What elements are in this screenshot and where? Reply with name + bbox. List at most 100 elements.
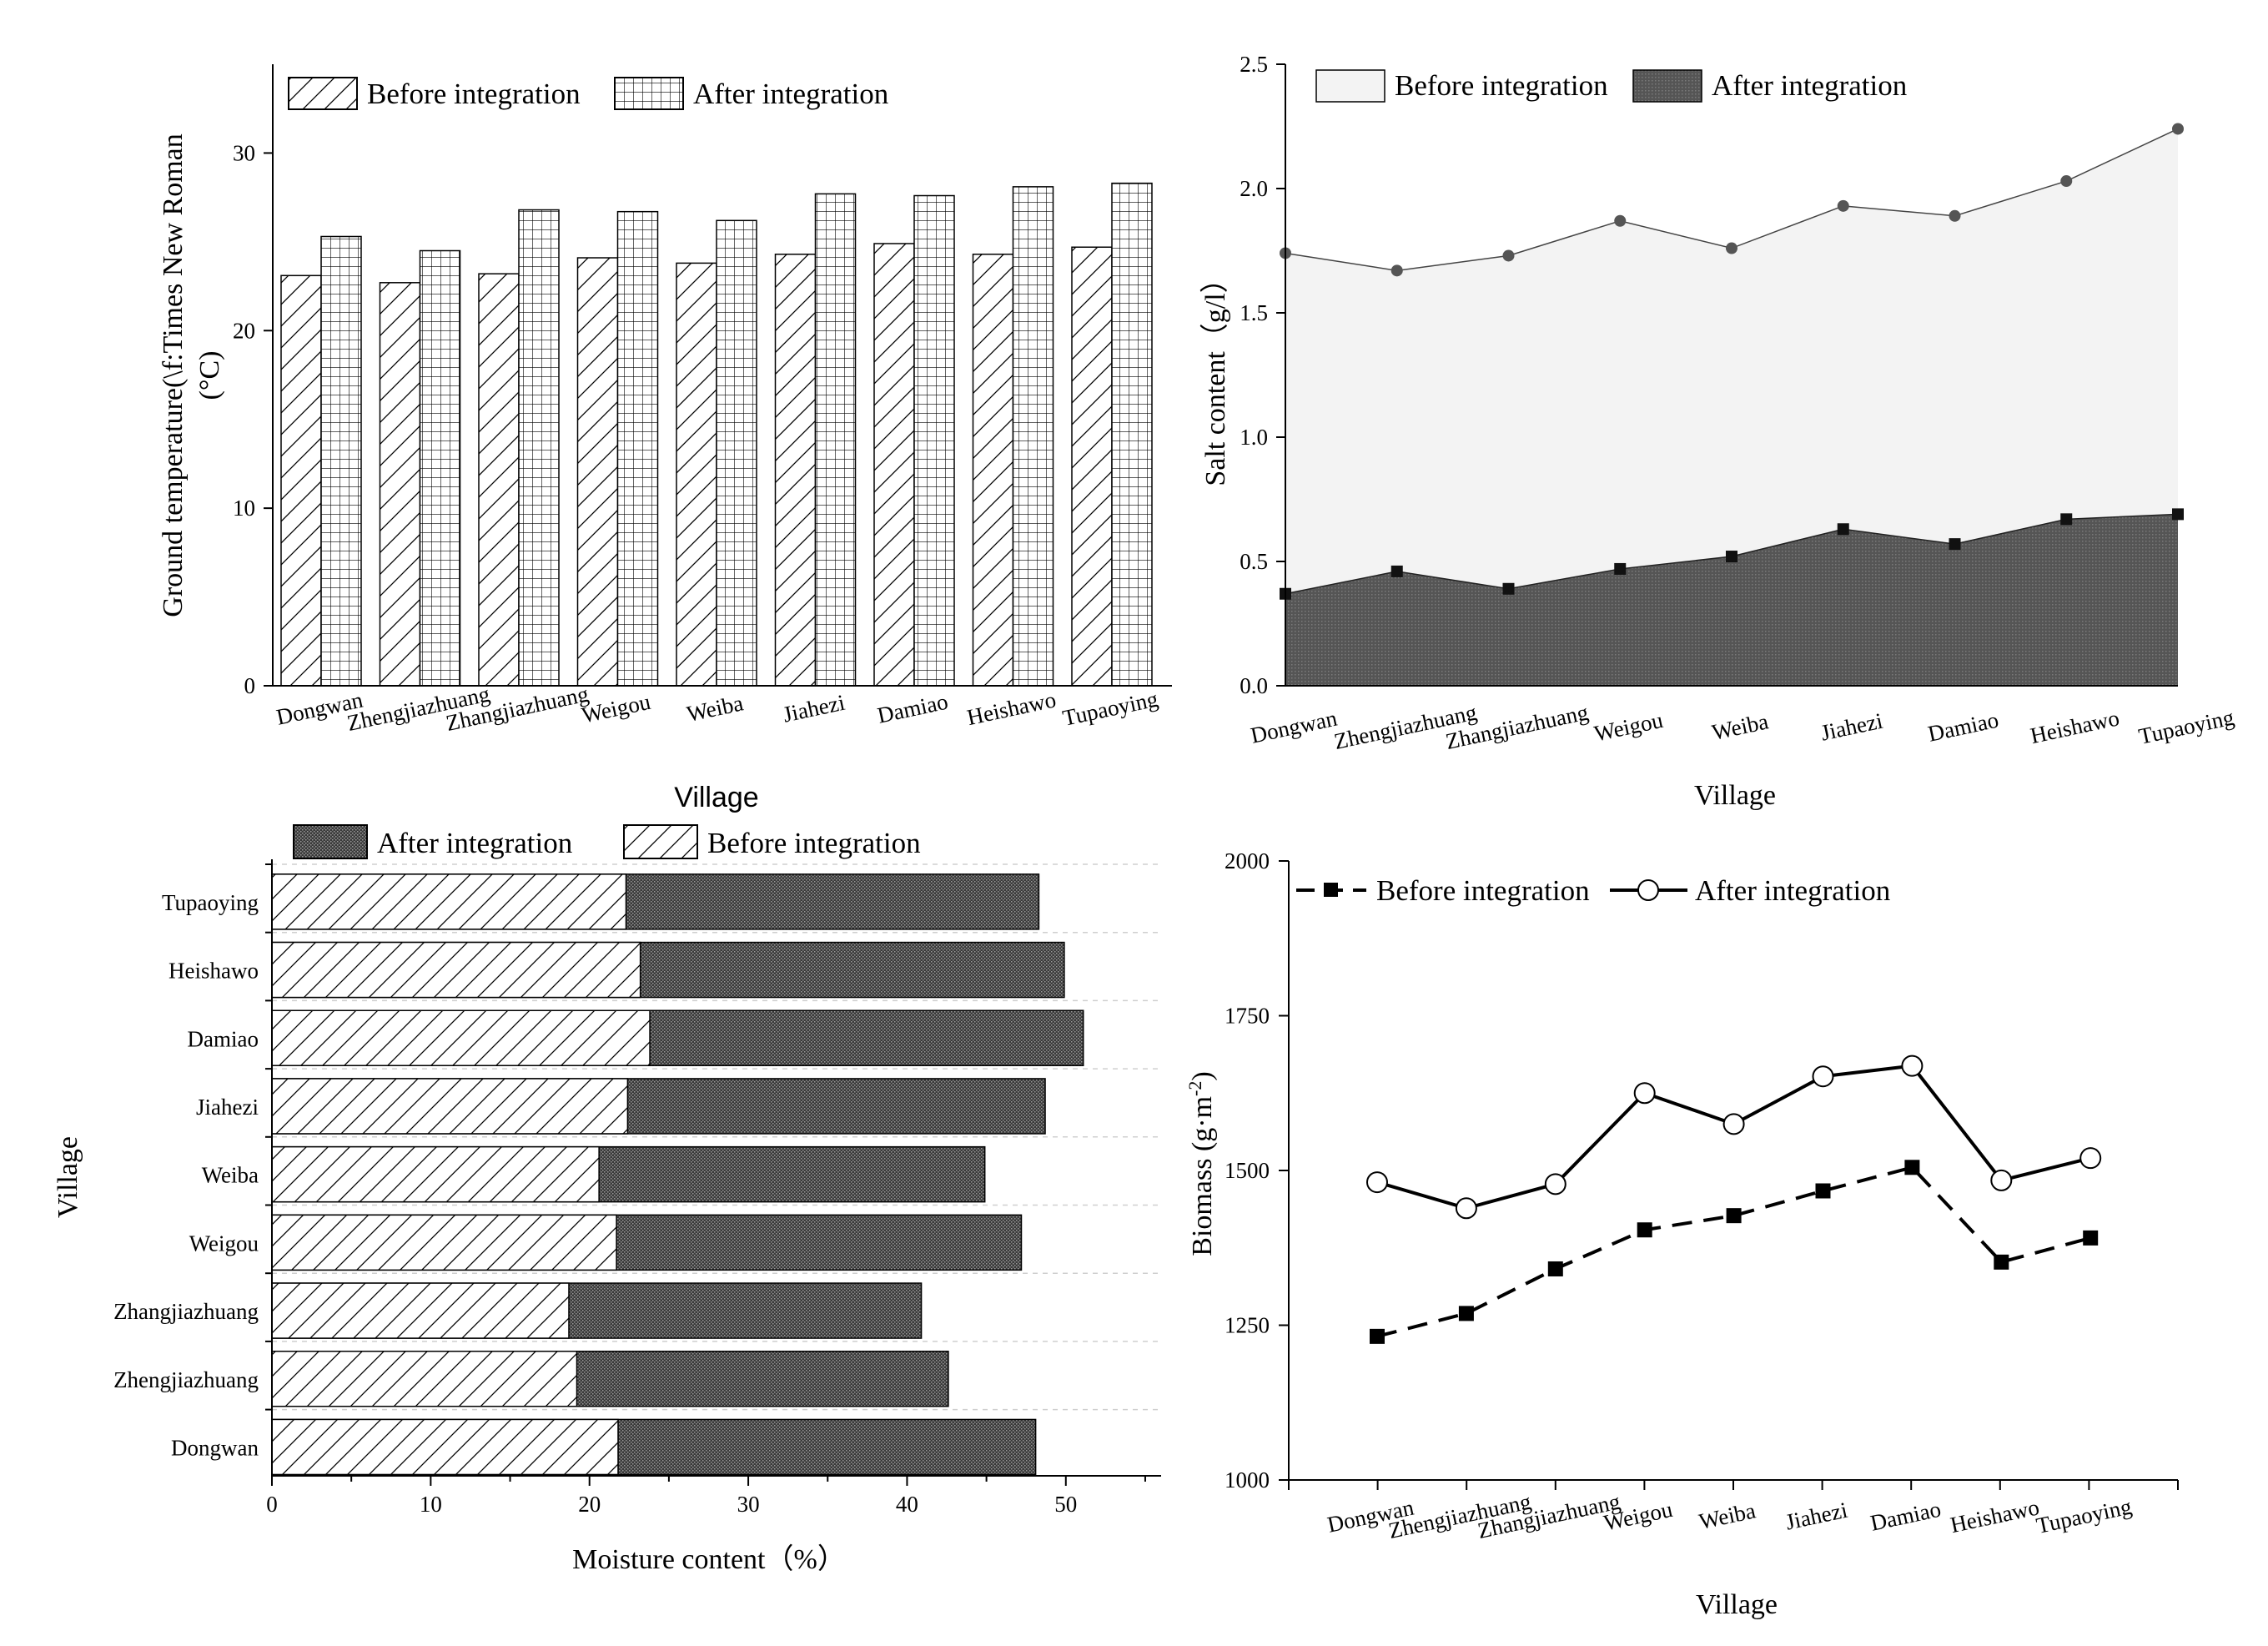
biomass-x-tick-label-jiahezi: Jiahezi (1783, 1498, 1850, 1535)
temperature-y-ticks: 0 10 20 30 (233, 140, 273, 698)
temperature-x-tick-label-weigou: Weigou (580, 689, 653, 728)
moisture-gridlines (265, 863, 1161, 1411)
salt-point-before-integration-tupaoying (2172, 123, 2184, 135)
biomass-legend-marker-before (1324, 883, 1338, 897)
biomass-point-before-integration-jiahezi (1815, 1183, 1831, 1199)
salt-x-tick-label-jiahezi: Jiahezi (1818, 708, 1885, 746)
biomass-point-before-integration-zhangjiazhuang (1547, 1261, 1563, 1276)
biomass-x-axis-title: Village (1696, 1589, 1778, 1620)
temperature-bar-before-integration-weigou (576, 257, 619, 687)
temperature-bar-after-integration-weiba (716, 219, 757, 687)
biomass-point-after-integration-weiba (1722, 1113, 1745, 1135)
biomass-point-after-integration-heishawo (1990, 1169, 2013, 1191)
salt-point-before-integration-heishawo (2060, 175, 2073, 188)
salt-point-before-integration-zhangjiazhuang (1502, 249, 1515, 262)
salt-point-after-integration-zhangjiazhuang (1502, 582, 1515, 595)
salt-point-after-integration-weiba (1726, 551, 1737, 563)
moisture-bar-before-integration-dongwan (271, 1418, 619, 1476)
temperature-legend: Before integration After integration (288, 77, 888, 110)
temperature-y-axis-title: Ground temperature(\f:Times New Roman (158, 133, 189, 617)
temperature-bar-before-integration-zhangjiazhuang (478, 273, 520, 687)
temperature-x-tick-label-tupaoying: Tupaoying (1060, 686, 1160, 730)
salt-y-tick-label-2-5: 2.5 (1240, 52, 1268, 77)
moisture-y-axis-title: Village (53, 1136, 83, 1218)
temperature-y-tick-label-0: 0 (244, 673, 256, 698)
salt-point-after-integration-damiao (1949, 538, 1961, 551)
moisture-bar-before-integration-tupaoying (271, 873, 627, 930)
biomass-x-tick-label-heishawo: Heishawo (1948, 1494, 2041, 1538)
temperature-bar-after-integration-zhangjiazhuang (518, 209, 560, 687)
salt-point-before-integration-jiahezi (1837, 199, 1849, 212)
biomass-legend: Before integration After integration (1296, 874, 1890, 907)
moisture-legend: After integration Before integration (293, 824, 921, 859)
temperature-x-tick-label-jiahezi: Jiahezi (781, 690, 847, 727)
biomass-y-tick-label-1000: 1000 (1225, 1467, 1270, 1492)
temperature-bar-after-integration-tupaoying (1111, 182, 1153, 687)
moisture-x-tick-label-10: 10 (420, 1492, 442, 1517)
moisture-bar-before-integration-heishawo (271, 941, 641, 999)
moisture-x-axis-title: Moisture content（%） (572, 1543, 846, 1575)
salt-y-axis-title: Salt content（g/l） (1199, 264, 1231, 486)
salt-point-after-integration-weigou (1614, 562, 1627, 575)
temperature-legend-swatch-before (288, 77, 358, 110)
biomass-y-axis-title-close: ) (1187, 1071, 1218, 1080)
salt-axes (1285, 64, 2178, 687)
biomass-legend-label-before: Before integration (1376, 874, 1590, 907)
salt-point-after-integration-jiahezi (1837, 523, 1849, 536)
moisture-y-tick-label-zhengjiazhuang: Zhengjiazhuang (113, 1367, 259, 1392)
temperature-legend-label-before: Before integration (367, 78, 581, 110)
salt-point-before-integration-zhengjiazhuang (1390, 264, 1403, 277)
temperature-bars (280, 182, 1153, 687)
salt-point-before-integration-weiba (1726, 242, 1737, 254)
moisture-bar-before-integration-weiba (271, 1145, 600, 1203)
moisture-bar-before-integration-jiahezi (271, 1078, 629, 1135)
moisture-legend-swatch-before (623, 824, 698, 859)
salt-x-tick-label-dongwan: Dongwan (1249, 706, 1340, 748)
salt-x-tick-label-weigou: Weigou (1592, 707, 1666, 747)
temperature-bar-before-integration-damiao (873, 243, 915, 687)
biomass-line-before-integration (1376, 1165, 2091, 1338)
moisture-y-tick-label-weiba: Weiba (202, 1163, 259, 1188)
moisture-y-tick-labels: Dongwan Zhengjiazhuang Zhangjiazhuang Weigo… (113, 890, 259, 1461)
temperature-bar-before-integration-weiba (676, 262, 717, 687)
biomass-point-before-integration-weiba (1726, 1208, 1742, 1224)
biomass-y-axis-title-base: Biomass (g·m (1187, 1096, 1218, 1256)
salt-point-after-integration-heishawo (2060, 513, 2073, 526)
moisture-y-tick-label-damiao: Damiao (188, 1026, 259, 1051)
biomass-x-tick-label-weiba: Weiba (1697, 1498, 1758, 1534)
salt-x-tick-label-damiao: Damiao (1926, 707, 2001, 747)
biomass-y-tick-label-1500: 1500 (1225, 1158, 1270, 1183)
salt-x-tick-label-tupaoying: Tupaoying (2136, 704, 2236, 748)
biomass-point-after-integration-damiao (1901, 1055, 1924, 1077)
moisture-x-tick-label-20: 20 (578, 1492, 601, 1517)
biomass-point-after-integration-tupaoying (2079, 1147, 2102, 1170)
biomass-line-after-integration (1376, 1064, 2091, 1211)
biomass-y-tick-label-2000: 2000 (1225, 848, 1270, 873)
moisture-legend-label-before: Before integration (707, 827, 921, 859)
salt-y-tick-label-1-5: 1.5 (1240, 300, 1268, 325)
temperature-bar-before-integration-dongwan (280, 274, 322, 687)
biomass-x-ticks: DongwanZhengjiazhuangZhangjiazhuangWeigo… (1288, 1480, 2179, 1543)
temperature-bar-after-integration-zhengjiazhuang (419, 249, 461, 687)
biomass-point-after-integration-dongwan (1366, 1171, 1388, 1194)
moisture-x-tick-label-40: 40 (896, 1492, 918, 1517)
biomass-legend-label-after: After integration (1695, 874, 1890, 907)
moisture-bars (271, 873, 1084, 1476)
biomass-y-tick-label-1250: 1250 (1225, 1313, 1270, 1338)
moisture-x-tick-label-50: 50 (1054, 1492, 1077, 1517)
temperature-x-axis-title: Village (674, 782, 758, 813)
biomass-y-tick-label-1750: 1750 (1225, 1004, 1270, 1029)
biomass-y-axis-title: Biomass (g·m-2) (1184, 1071, 1218, 1256)
moisture-axes (271, 859, 1161, 1477)
salt-legend-label-before: Before integration (1395, 69, 1608, 102)
biomass-point-before-integration-tupaoying (2083, 1230, 2099, 1246)
ground-temperature-chart: 0 10 20 30 DongwanZhengjiazhuangZhangjiazhu… (158, 64, 1172, 813)
salt-point-after-integration-zhengjiazhuang (1390, 565, 1403, 577)
temperature-bar-before-integration-heishawo (972, 254, 1014, 687)
salt-legend-swatch-before (1315, 69, 1385, 103)
temperature-y-tick-label-20: 20 (233, 318, 255, 343)
moisture-bar-before-integration-weigou (271, 1214, 617, 1271)
salt-x-tick-label-weiba: Weiba (1710, 708, 1771, 745)
